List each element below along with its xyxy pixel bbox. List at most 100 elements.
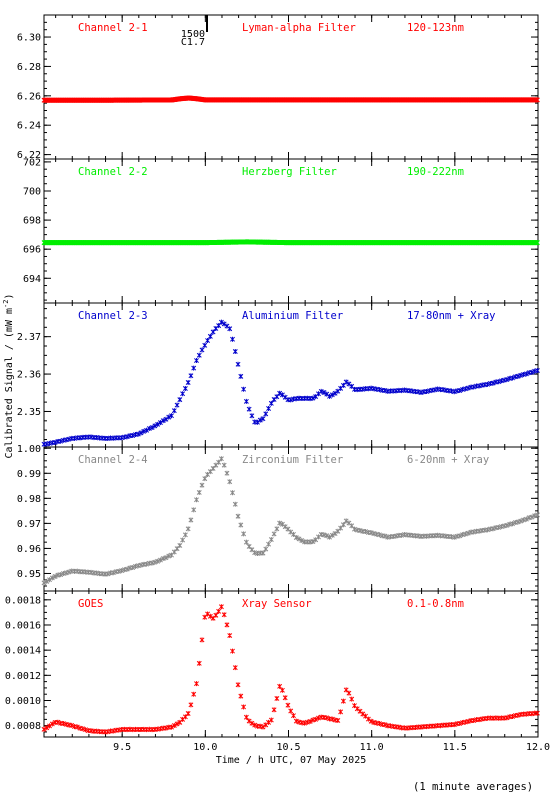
data-point [69, 722, 75, 728]
data-point [346, 690, 352, 696]
data-point [340, 698, 346, 704]
data-point [266, 719, 271, 725]
data-point [343, 379, 349, 385]
panel-5-frame [43, 590, 539, 738]
data-point [60, 721, 66, 727]
data-point [144, 561, 150, 567]
data-point [352, 526, 357, 532]
data-point [349, 696, 355, 702]
data-point [146, 426, 152, 432]
data-point [529, 514, 535, 520]
data-point [310, 395, 316, 401]
data-point [515, 373, 521, 379]
data-point [504, 522, 510, 528]
data-point [49, 575, 55, 581]
data-point [157, 557, 163, 563]
data-point [58, 572, 64, 578]
panel-2-channel-label: Channel 2-2 [78, 166, 148, 178]
data-point [41, 580, 47, 586]
data-point [257, 723, 263, 729]
data-point [218, 604, 224, 610]
panel-4-ytick-label: 1.00 [17, 444, 41, 455]
data-point [185, 711, 191, 717]
y-axis-title: Calibrated Signal / (mW m-2) [2, 294, 15, 459]
data-point [288, 397, 294, 403]
panel-2-band-label: 190-222nm [407, 166, 464, 178]
data-point [149, 425, 155, 431]
data-point [338, 709, 344, 715]
data-point [534, 240, 540, 246]
data-point [227, 479, 233, 485]
data-point [207, 333, 213, 339]
data-point [174, 402, 180, 408]
panel-3-filter-label: Aluminium Filter [242, 310, 343, 322]
flare-class-label: C1.7 [181, 37, 205, 48]
data-point [268, 537, 274, 543]
data-point [263, 411, 269, 417]
data-point [74, 724, 80, 730]
data-point [465, 530, 471, 536]
data-point [274, 394, 280, 400]
data-point [155, 558, 161, 564]
panel-2-series [41, 239, 540, 246]
data-point [130, 432, 136, 438]
data-point [485, 381, 491, 387]
data-point [382, 533, 388, 539]
data-point [130, 565, 136, 571]
panel-4-channel-label: Channel 2-4 [78, 454, 148, 466]
data-point [171, 408, 177, 414]
data-point [47, 577, 52, 583]
panel-4-band-label: 6-20nm + Xray [407, 454, 489, 466]
data-point [462, 531, 468, 537]
data-point [532, 513, 538, 519]
panel-5-ytick-label: 0.0018 [5, 595, 41, 606]
data-point [293, 718, 299, 724]
data-point [171, 723, 177, 729]
panel-4-filter-label: Zirconium Filter [242, 454, 343, 466]
panel-5-series [41, 604, 540, 735]
data-point [465, 718, 471, 724]
data-point [271, 707, 277, 713]
panel-2-filter-label: Herzberg Filter [242, 166, 337, 178]
panel-5-filter-label: Xray Sensor [242, 598, 312, 610]
panel-1-ytick-label: 6.22 [17, 150, 41, 161]
data-point [191, 365, 197, 371]
panel-5-ytick-label: 0.0012 [5, 671, 41, 682]
data-point [340, 522, 346, 528]
panel-4-ytick-label: 0.96 [17, 544, 41, 555]
data-point [418, 390, 424, 396]
data-point [194, 358, 199, 364]
data-point [327, 534, 332, 540]
data-point [415, 389, 421, 395]
data-point [288, 708, 294, 714]
data-point [329, 392, 335, 398]
data-point [521, 517, 527, 523]
data-point [515, 519, 521, 525]
data-point [52, 439, 58, 445]
data-point [432, 387, 438, 393]
xtick-label: 9.5 [113, 742, 131, 753]
data-point [44, 725, 50, 731]
data-point [241, 704, 247, 710]
data-point [169, 413, 174, 419]
data-point [238, 693, 244, 699]
panel-1-frame [43, 14, 539, 160]
panel-3-frame [43, 302, 539, 448]
data-point [365, 716, 371, 722]
xtick-label: 10.5 [276, 742, 300, 753]
data-point [255, 419, 260, 425]
data-point [235, 513, 241, 519]
y-axis-title-tail: ) [4, 294, 15, 300]
data-point [534, 97, 540, 103]
panel-5-ytick-label: 0.0014 [5, 646, 41, 657]
data-point [260, 550, 266, 556]
data-point [177, 542, 183, 548]
data-point [152, 559, 158, 565]
data-point [307, 718, 313, 724]
data-point [180, 391, 186, 397]
panel-1-ytick-label: 6.30 [17, 33, 41, 44]
data-point [382, 387, 388, 393]
data-point [496, 379, 502, 385]
data-point [216, 323, 222, 329]
